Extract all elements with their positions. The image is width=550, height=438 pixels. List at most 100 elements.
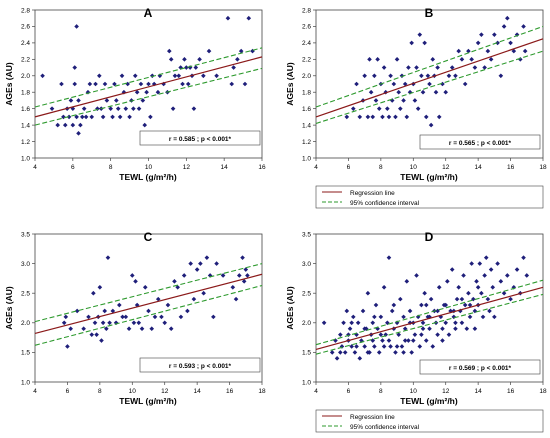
data-point <box>134 302 140 308</box>
ci-lower-line <box>34 67 263 126</box>
data-point <box>107 320 112 326</box>
data-point <box>398 106 403 111</box>
data-point <box>148 114 153 120</box>
data-point <box>136 320 142 326</box>
data-point <box>146 81 151 87</box>
data-point <box>204 255 210 260</box>
data-point <box>423 114 429 120</box>
data-point <box>117 302 122 308</box>
legend-regression-label: Regression line <box>350 414 395 421</box>
ci-upper-line <box>315 279 544 346</box>
data-point <box>321 320 327 326</box>
data-point <box>350 314 356 320</box>
data-point <box>155 296 161 302</box>
data-point <box>417 344 423 349</box>
data-point <box>233 296 239 302</box>
data-point <box>329 350 335 355</box>
data-point <box>201 73 206 79</box>
data-point <box>422 290 427 296</box>
data-point <box>352 350 358 355</box>
data-point <box>485 296 491 302</box>
data-point <box>97 73 102 79</box>
y-tick-label: 2.0 <box>21 320 30 327</box>
data-point <box>472 308 478 314</box>
data-point <box>214 261 219 266</box>
y-tick-label: 2.5 <box>302 291 311 298</box>
data-point <box>99 338 104 343</box>
x-tick-label: 12 <box>442 388 450 395</box>
data-point <box>466 290 471 296</box>
data-point <box>440 338 445 343</box>
data-point <box>181 273 187 278</box>
data-point <box>375 57 380 62</box>
data-point <box>492 314 497 320</box>
data-point <box>402 338 408 343</box>
data-point <box>127 114 132 120</box>
data-point <box>140 98 146 103</box>
data-point <box>386 338 392 343</box>
data-point <box>74 308 80 314</box>
y-axis-label: AGEs (AU) <box>4 62 14 106</box>
data-point <box>112 81 117 87</box>
data-point <box>433 89 439 95</box>
data-point <box>453 326 458 332</box>
data-point <box>185 81 191 87</box>
stats-text: r = 0.585 ; p < 0.001* <box>169 136 232 143</box>
data-point <box>68 98 74 103</box>
data-point <box>428 122 434 128</box>
data-point <box>412 98 418 103</box>
data-point <box>388 344 393 349</box>
x-axis-label: TEWL (g/m²/h) <box>400 172 458 182</box>
data-point <box>469 57 474 62</box>
ci-lower-line <box>315 50 544 124</box>
data-point <box>522 48 528 54</box>
data-point <box>472 65 478 70</box>
data-point <box>483 255 489 260</box>
ci-lower-line <box>315 293 544 355</box>
data-point <box>49 106 55 111</box>
data-point <box>389 98 395 103</box>
data-point <box>108 106 113 111</box>
data-point <box>409 40 414 46</box>
data-point <box>501 290 507 296</box>
regression-line <box>34 273 263 335</box>
y-tick-label: 2.4 <box>21 40 30 47</box>
data-point <box>386 255 392 260</box>
data-point <box>401 350 406 355</box>
data-point <box>398 296 403 302</box>
x-tick-label: 4 <box>33 164 37 171</box>
data-point <box>407 308 413 314</box>
y-tick-label: 1.6 <box>21 106 30 113</box>
data-point <box>201 290 206 296</box>
data-point <box>514 32 520 37</box>
data-point <box>100 114 106 120</box>
data-point <box>391 302 397 308</box>
data-point <box>123 106 129 111</box>
data-point <box>238 48 244 54</box>
x-tick-label: 10 <box>410 388 418 395</box>
data-point <box>383 89 389 95</box>
data-point <box>113 320 119 326</box>
data-point <box>136 106 142 111</box>
y-tick-label: 1.5 <box>21 350 30 357</box>
data-point <box>372 314 377 320</box>
data-point <box>422 40 427 46</box>
data-point <box>446 332 452 337</box>
y-tick-label: 2.6 <box>302 24 311 31</box>
y-tick-label: 2.2 <box>21 57 30 64</box>
data-point <box>462 302 468 308</box>
panel-c: 4 6 8 10 12 14 16 18 1.0 1.5 2.0 2.5 3.0 3.5 C AGEs (… <box>4 230 266 406</box>
data-point <box>417 32 423 37</box>
x-tick-label: 18 <box>539 388 547 395</box>
data-point <box>133 279 138 284</box>
y-tick-label: 3.0 <box>302 261 311 268</box>
data-point <box>386 114 392 120</box>
data-point <box>381 284 387 290</box>
data-point <box>87 81 93 87</box>
data-point <box>231 65 236 70</box>
data-point <box>59 81 64 87</box>
data-point <box>165 302 171 308</box>
data-point <box>456 284 461 290</box>
data-point <box>381 65 387 70</box>
data-point <box>467 314 473 320</box>
